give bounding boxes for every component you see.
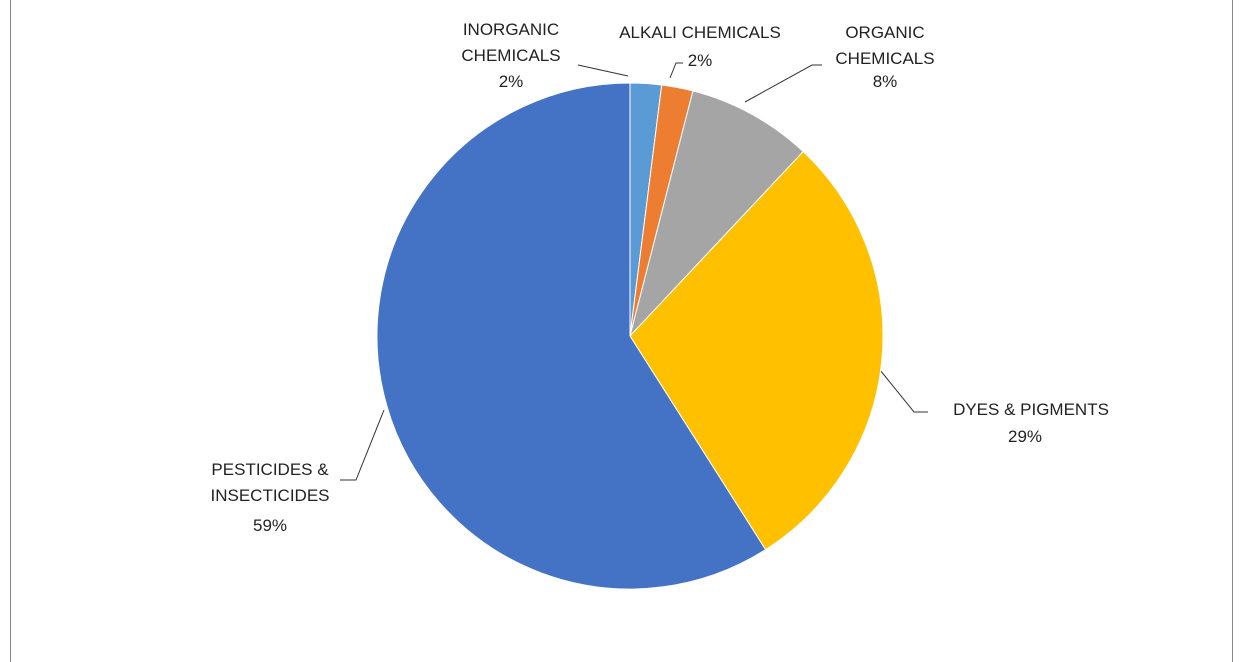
leader-line bbox=[669, 62, 683, 79]
chart-frame bbox=[10, 0, 1233, 662]
leader-line bbox=[577, 64, 629, 77]
pie-slice bbox=[629, 90, 804, 337]
leader-line bbox=[744, 64, 822, 103]
slice-value-label: 8% bbox=[872, 72, 898, 91]
slice-label: DYES & PIGMENTS bbox=[953, 400, 1109, 419]
leader-lines bbox=[340, 62, 928, 481]
pie-slice bbox=[629, 150, 884, 551]
slice-label: INORGANIC CHEMICALS bbox=[461, 20, 561, 65]
pie-slice bbox=[376, 82, 767, 590]
slice-value-label: 2% bbox=[687, 51, 713, 70]
slice-label: PESTICIDES & INSECTICIDES bbox=[210, 460, 330, 505]
leader-line bbox=[879, 369, 928, 413]
leader-line bbox=[340, 409, 385, 481]
slice-label: ORGANIC CHEMICALS bbox=[835, 23, 935, 68]
slice-value-label: 2% bbox=[498, 72, 524, 91]
slice-label: ALKALI CHEMICALS bbox=[619, 23, 781, 42]
slice-value-label: 59% bbox=[252, 516, 288, 535]
slices bbox=[376, 82, 884, 590]
slice-value-label: 29% bbox=[1007, 427, 1043, 446]
